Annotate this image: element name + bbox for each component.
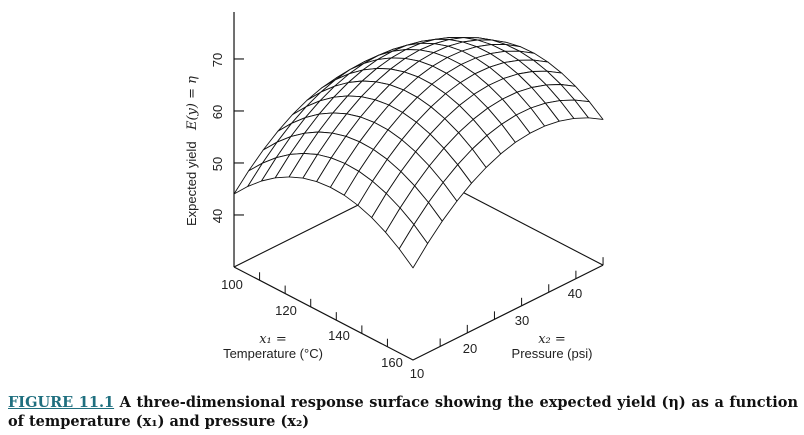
x1-tick-label-160: 160 [381, 355, 403, 370]
x2-tick-label-20: 20 [463, 341, 477, 356]
x2-tick-label-30: 30 [515, 313, 529, 328]
x2-tick-label-10: 10 [410, 366, 424, 381]
z-tick-label-40: 40 [210, 209, 225, 223]
response-surface-figure: 40 50 60 70 Expected yield E(y) = η 100 … [184, 12, 604, 381]
x2-axis-label: Pressure (psi) [512, 346, 593, 361]
z-tick-label-50: 50 [210, 157, 225, 171]
x2-tick-label-40: 40 [568, 286, 582, 301]
surface-cell [398, 224, 429, 269]
z-axis-label: Expected yield E(y) = η [184, 76, 200, 226]
z-axis-label-math: E(y) = η [185, 76, 200, 131]
x1-axis-label: Temperature (°C) [223, 346, 323, 361]
response-surface-mesh [233, 37, 604, 269]
z-tick-label-60: 60 [210, 105, 225, 119]
x1-axis-symbol: x₁ = [259, 332, 287, 347]
x1-tick-label-100: 100 [221, 277, 243, 292]
caption-text: A three-dimensional response surface sho… [8, 394, 798, 430]
z-tick-label-70: 70 [210, 53, 225, 67]
axes [233, 12, 604, 361]
x1-tick-label-120: 120 [275, 303, 297, 318]
x2-axis-symbol: x₂ = [538, 332, 566, 347]
figure-caption: FIGURE 11.1 A three-dimensional response… [8, 393, 798, 431]
base-front-edges [233, 264, 604, 361]
z-axis-label-text: Expected yield [184, 141, 199, 226]
figure-number-link[interactable]: FIGURE 11.1 [8, 394, 115, 411]
x1-tick-label-140: 140 [328, 328, 350, 343]
